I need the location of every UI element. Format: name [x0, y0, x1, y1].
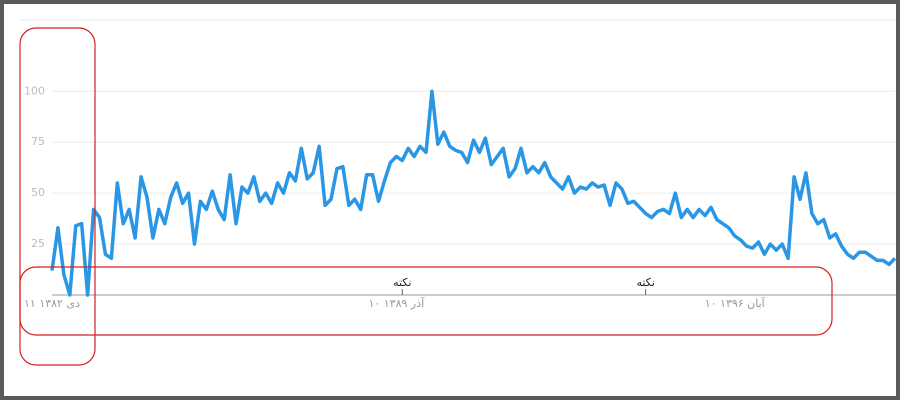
- x-tick-label: ۱۰ آبان ۱۳۹۶: [705, 296, 766, 310]
- annotation: نکته: [636, 276, 654, 289]
- chart: 25 50 75 100 ۱۱ دی ۱۳۸۲ ۱۰ آذر ۱۳۸۹ ۱۰ آبان ۱۳…: [19, 19, 896, 366]
- annotation: نکته: [393, 276, 411, 289]
- y-tick-label: 25: [31, 237, 45, 250]
- x-tick-label: ۱۰ آذر ۱۳۸۹: [368, 296, 425, 310]
- highlight-ellipse: [19, 27, 96, 366]
- y-tick-label: 100: [24, 84, 45, 97]
- highlight-ellipse: [19, 266, 833, 336]
- trend-line: [50, 89, 896, 297]
- y-tick-label: 50: [31, 186, 45, 199]
- y-tick-label: 75: [31, 135, 45, 148]
- x-tick-label: ۱۱ دی ۱۳۸۲: [24, 297, 80, 310]
